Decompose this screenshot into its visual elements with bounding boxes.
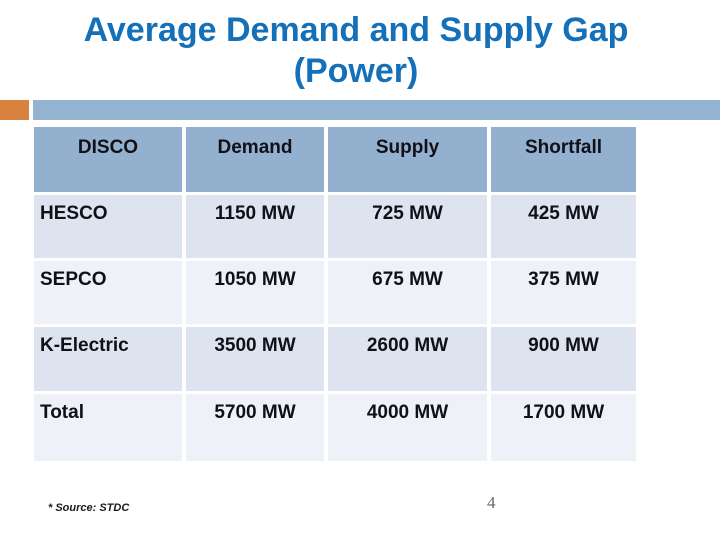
row-label-cell: K-Electric xyxy=(34,327,182,391)
source-note: * Source: STDC xyxy=(48,502,130,514)
row-label-cell: SEPCO xyxy=(34,261,182,324)
demand-cell: 1050 MW xyxy=(186,261,324,324)
column-header-shortfall: Shortfall xyxy=(491,127,636,192)
supply-cell: 675 MW xyxy=(328,261,487,324)
demand-cell: 3500 MW xyxy=(186,327,324,391)
shortfall-cell: 425 MW xyxy=(491,195,636,258)
row-label-cell: HESCO xyxy=(34,195,182,258)
column-header-demand: Demand xyxy=(186,127,324,192)
supply-cell: 725 MW xyxy=(328,195,487,258)
row-label-cell: Total xyxy=(34,394,182,461)
supply-cell: 2600 MW xyxy=(328,327,487,391)
column-header-supply: Supply xyxy=(328,127,487,192)
shortfall-cell: 375 MW xyxy=(491,261,636,324)
supply-cell: 4000 MW xyxy=(328,394,487,461)
page-number: 4 xyxy=(487,493,496,512)
divider-bar-blue xyxy=(33,100,720,120)
demand-cell: 5700 MW xyxy=(186,394,324,461)
demand-cell: 1150 MW xyxy=(186,195,324,258)
shortfall-cell: 900 MW xyxy=(491,327,636,391)
column-header-disco: DISCO xyxy=(34,127,182,192)
accent-square-orange xyxy=(0,100,29,120)
shortfall-cell: 1700 MW xyxy=(491,394,636,461)
slide-title-line-2: (Power) xyxy=(293,52,419,90)
slide-title-line-1: Average Demand and Supply Gap xyxy=(83,11,629,49)
demand-supply-table: DISCO Demand Supply Shortfall HESCO 1150… xyxy=(34,127,636,461)
slide-title: Average Demand and Supply Gap (Power) xyxy=(0,10,712,92)
